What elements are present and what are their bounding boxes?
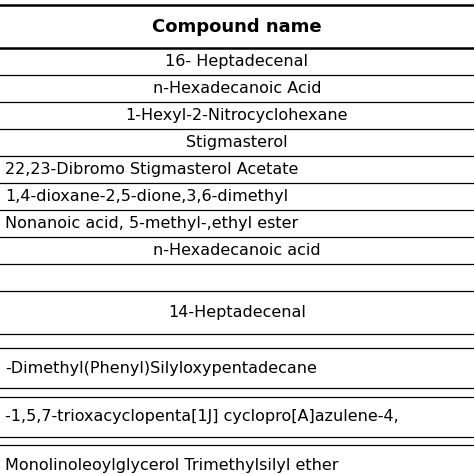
Text: 1-Hexyl-2-Nitrocyclohexane: 1-Hexyl-2-Nitrocyclohexane: [126, 108, 348, 123]
Text: Compound name: Compound name: [152, 18, 322, 36]
Text: 16- Heptadecenal: 16- Heptadecenal: [165, 54, 309, 69]
Text: -1,5,7-trioxacyclopenta[1J] cyclopro[A]azulene-4,: -1,5,7-trioxacyclopenta[1J] cyclopro[A]a…: [5, 409, 399, 424]
Text: Monolinoleoylglycerol Trimethylsilyl ether: Monolinoleoylglycerol Trimethylsilyl eth…: [5, 458, 338, 473]
Text: 22,23-Dibromo Stigmasterol Acetate: 22,23-Dibromo Stigmasterol Acetate: [5, 162, 298, 177]
Text: Nonanoic acid, 5-methyl-,ethyl ester: Nonanoic acid, 5-methyl-,ethyl ester: [5, 216, 298, 231]
Text: Stigmasterol: Stigmasterol: [186, 135, 288, 150]
Text: n-Hexadecanoic Acid: n-Hexadecanoic Acid: [153, 81, 321, 96]
Text: n-Hexadecanoic acid: n-Hexadecanoic acid: [153, 243, 321, 258]
Text: 1,4-dioxane-2,5-dione,3,6-dimethyl: 1,4-dioxane-2,5-dione,3,6-dimethyl: [5, 189, 288, 204]
Text: -Dimethyl(Phenyl)Silyloxypentadecane: -Dimethyl(Phenyl)Silyloxypentadecane: [5, 361, 317, 376]
Text: 14-Heptadecenal: 14-Heptadecenal: [168, 305, 306, 320]
